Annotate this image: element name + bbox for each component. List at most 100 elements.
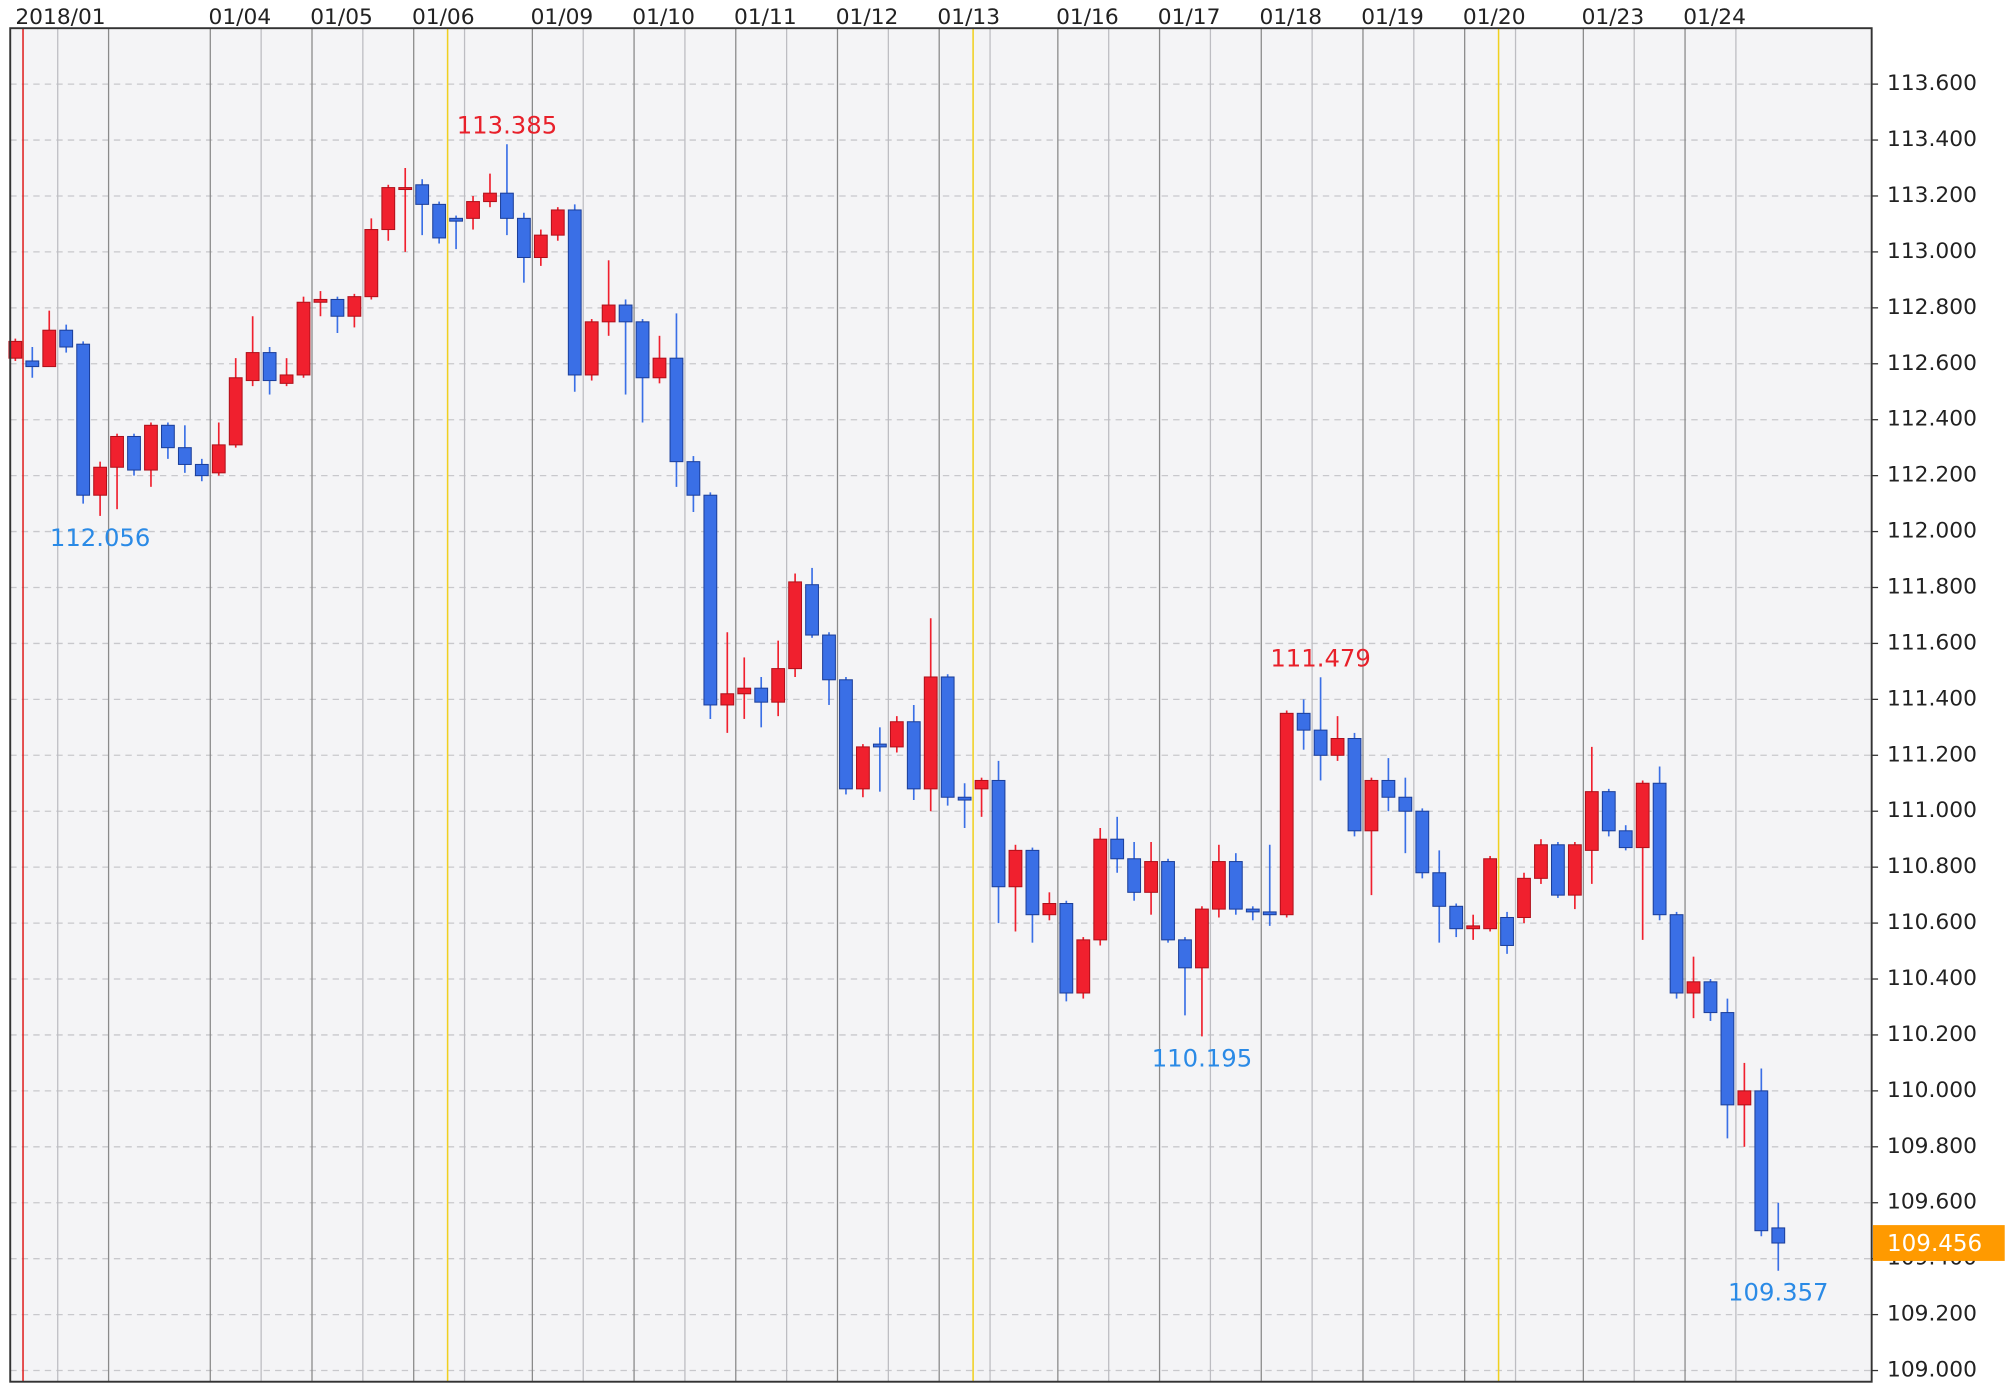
candle-body [161,424,175,449]
candle-body [1059,902,1074,994]
y-tick-label: 110.000 [1887,1078,1977,1103]
candle-body [1652,782,1667,916]
candle-body [1703,981,1718,1014]
candle-body [110,435,124,468]
x-tick-label: 01/16 [1056,5,1119,30]
candle-body [347,296,362,317]
candle-body [974,779,989,790]
candle-body [737,687,752,695]
candle-body [822,634,836,681]
candle-body [1551,844,1565,896]
low-label: 110.195 [1152,1043,1252,1072]
y-tick-label: 110.400 [1887,966,1977,991]
candle-body [1093,838,1108,941]
y-tick-label: 109.000 [1887,1358,1977,1383]
candle-body [1110,838,1125,860]
high-label: 113.385 [457,110,557,139]
candle-body [516,217,531,259]
candle-body [381,187,396,231]
x-tick-label: 01/12 [836,5,899,30]
candle-body [889,721,904,748]
y-tick-label: 113.400 [1887,127,1977,152]
candle-body [1144,861,1158,893]
y-tick-label: 110.200 [1887,1022,1977,1047]
candle-body [42,329,57,368]
candle-body [1008,849,1023,888]
candle-body [330,298,345,317]
candle-body [872,743,887,748]
candle-body [618,304,633,323]
candle-body [906,721,921,790]
x-tick-label: 01/18 [1260,5,1323,30]
candle-body [1635,782,1650,849]
candle-body [1347,738,1362,832]
labels: 109.000109.200109.400109.600109.800110.0… [15,5,2005,1383]
candle-body [1161,861,1175,941]
candle-body [1500,916,1514,946]
candle-body [1466,925,1481,930]
candle-body [76,343,91,496]
candle-body [686,461,701,496]
high-label: 111.479 [1270,643,1370,672]
candle-body [1669,914,1684,994]
y-tick-label: 111.000 [1887,798,1977,823]
candle-body [279,374,294,384]
candle-body [923,676,938,790]
candle-body [228,377,243,446]
candle-body [432,203,447,239]
candle-body [1296,712,1311,731]
candle-body [262,352,277,382]
candle-body [940,676,955,798]
candle-body [296,301,311,376]
x-tick-label: 01/06 [412,5,475,30]
candle-body [25,360,40,368]
candle-body [703,494,718,706]
candle-body [177,447,192,465]
candle-body [93,466,108,496]
x-tick-label: 01/04 [209,5,272,30]
low-label: 112.056 [50,523,150,552]
candle-body [313,298,328,303]
candle-body [533,234,548,259]
candle-body [1771,1227,1786,1244]
candle-body [957,796,972,801]
x-tick-label: 01/13 [937,5,1000,30]
candle-body [635,321,650,379]
candle-body [59,329,74,348]
candle-body [466,201,480,219]
y-tick-label: 110.600 [1887,910,1977,935]
y-tick-label: 111.600 [1887,630,1977,655]
low-label: 109.357 [1728,1278,1828,1307]
candle-body [1076,939,1091,994]
candle-body [1601,791,1616,832]
x-tick-label: 01/11 [734,5,797,30]
candle-body [1517,877,1531,919]
candle-body [398,187,413,191]
x-tick-label: 01/05 [310,5,373,30]
candle-body [1584,791,1599,851]
candle-body [1042,902,1057,916]
candle-body [771,668,786,703]
candle-body [839,679,853,790]
y-tick-label: 109.800 [1887,1134,1977,1159]
y-tick-label: 112.000 [1887,519,1977,544]
candle-body [1567,844,1582,896]
candle-body [652,357,667,379]
candle-body [1449,905,1464,930]
candle-body [1364,779,1379,832]
grid [10,28,1879,1382]
y-tick-label: 111.200 [1887,742,1977,767]
candle-body [720,693,735,706]
last-price-box [1872,1225,2005,1261]
y-tick-label: 112.400 [1887,407,1977,432]
x-tick-label: 01/19 [1361,5,1424,30]
candle-body [8,340,23,359]
candle-body [483,192,497,203]
candle-body [1228,861,1243,910]
candle-body [1618,830,1633,849]
candle-body [144,424,158,471]
candle-body [788,581,803,670]
y-tick-label: 111.800 [1887,574,1977,599]
candle-body [856,746,870,790]
